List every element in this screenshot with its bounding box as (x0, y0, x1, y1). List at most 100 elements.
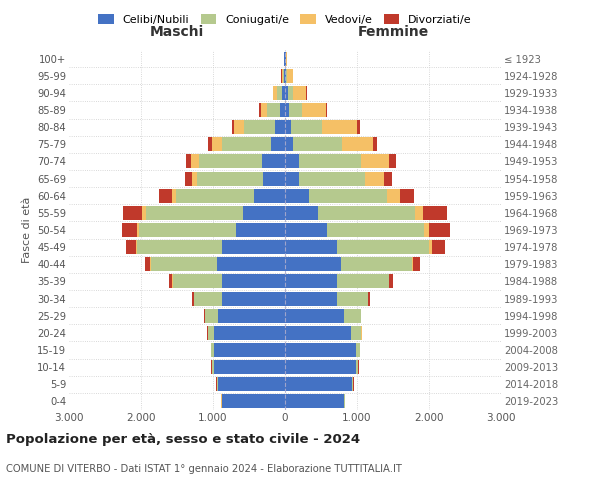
Bar (218, 308, 285, 322)
Bar (214, 343, 285, 357)
Bar (271, 138, 285, 151)
Bar (244, 120, 275, 134)
Bar (260, 103, 267, 117)
Bar (385, 172, 392, 185)
Bar (286, 68, 287, 82)
Bar (289, 103, 302, 117)
Bar (285, 394, 344, 408)
Bar (285, 258, 341, 272)
Bar (259, 103, 260, 117)
Bar (232, 120, 234, 134)
Bar (274, 86, 277, 100)
Bar (389, 154, 395, 168)
Bar (327, 223, 424, 237)
Bar (373, 138, 377, 151)
Bar (126, 240, 136, 254)
Bar (151, 258, 217, 272)
Legend: Celibi/Nubili, Coniugati/e, Vedovi/e, Divorziati/e: Celibi/Nubili, Coniugati/e, Vedovi/e, Di… (98, 14, 472, 25)
Bar (122, 223, 137, 237)
Bar (423, 206, 447, 220)
Bar (341, 258, 412, 272)
Bar (283, 68, 284, 82)
Bar (186, 154, 191, 168)
Bar (361, 154, 389, 168)
Bar (285, 68, 286, 82)
Bar (122, 206, 142, 220)
Bar (285, 172, 299, 185)
Bar (221, 292, 285, 306)
Bar (223, 394, 285, 408)
Bar (292, 120, 322, 134)
Bar (285, 206, 318, 220)
Bar (302, 103, 326, 117)
Bar (356, 360, 358, 374)
Bar (285, 274, 337, 288)
Bar (431, 240, 445, 254)
Bar (293, 86, 306, 100)
Bar (299, 172, 365, 185)
Bar (205, 308, 218, 322)
Bar (214, 360, 285, 374)
Bar (337, 292, 368, 306)
Bar (285, 138, 293, 151)
Bar (386, 188, 400, 202)
Bar (137, 223, 139, 237)
Bar (429, 240, 431, 254)
Bar (150, 258, 151, 272)
Bar (284, 68, 285, 82)
Bar (185, 172, 192, 185)
Bar (287, 68, 293, 82)
Bar (344, 308, 361, 322)
Bar (221, 274, 285, 288)
Bar (287, 86, 293, 100)
Bar (263, 172, 285, 185)
Bar (212, 138, 221, 151)
Bar (146, 206, 243, 220)
Bar (267, 103, 280, 117)
Bar (424, 223, 430, 237)
Bar (285, 308, 344, 322)
Bar (277, 86, 283, 100)
Bar (389, 274, 393, 288)
Bar (322, 120, 357, 134)
Bar (234, 120, 244, 134)
Bar (309, 188, 386, 202)
Bar (208, 138, 212, 151)
Bar (191, 154, 199, 168)
Bar (283, 86, 285, 100)
Bar (285, 154, 299, 168)
Bar (285, 188, 309, 202)
Bar (318, 206, 415, 220)
Bar (275, 120, 285, 134)
Bar (342, 138, 373, 151)
Bar (158, 188, 172, 202)
Bar (136, 240, 137, 254)
Bar (415, 206, 423, 220)
Bar (285, 86, 287, 100)
Bar (137, 240, 223, 254)
Bar (199, 154, 262, 168)
Bar (197, 172, 263, 185)
Bar (326, 103, 327, 117)
Bar (169, 274, 172, 288)
Bar (285, 240, 337, 254)
Bar (351, 326, 361, 340)
Y-axis label: Fasce di età: Fasce di età (22, 197, 32, 263)
Bar (236, 223, 285, 237)
Bar (285, 223, 327, 237)
Bar (337, 274, 389, 288)
Bar (176, 188, 254, 202)
Bar (139, 223, 236, 237)
Bar (243, 206, 285, 220)
Bar (223, 240, 285, 254)
Bar (299, 154, 361, 168)
Bar (285, 292, 337, 306)
Bar (217, 258, 285, 272)
Bar (285, 120, 292, 134)
Bar (172, 188, 176, 202)
Bar (218, 378, 285, 392)
Bar (214, 326, 285, 340)
Bar (285, 378, 352, 392)
Bar (211, 343, 214, 357)
Bar (285, 343, 356, 357)
